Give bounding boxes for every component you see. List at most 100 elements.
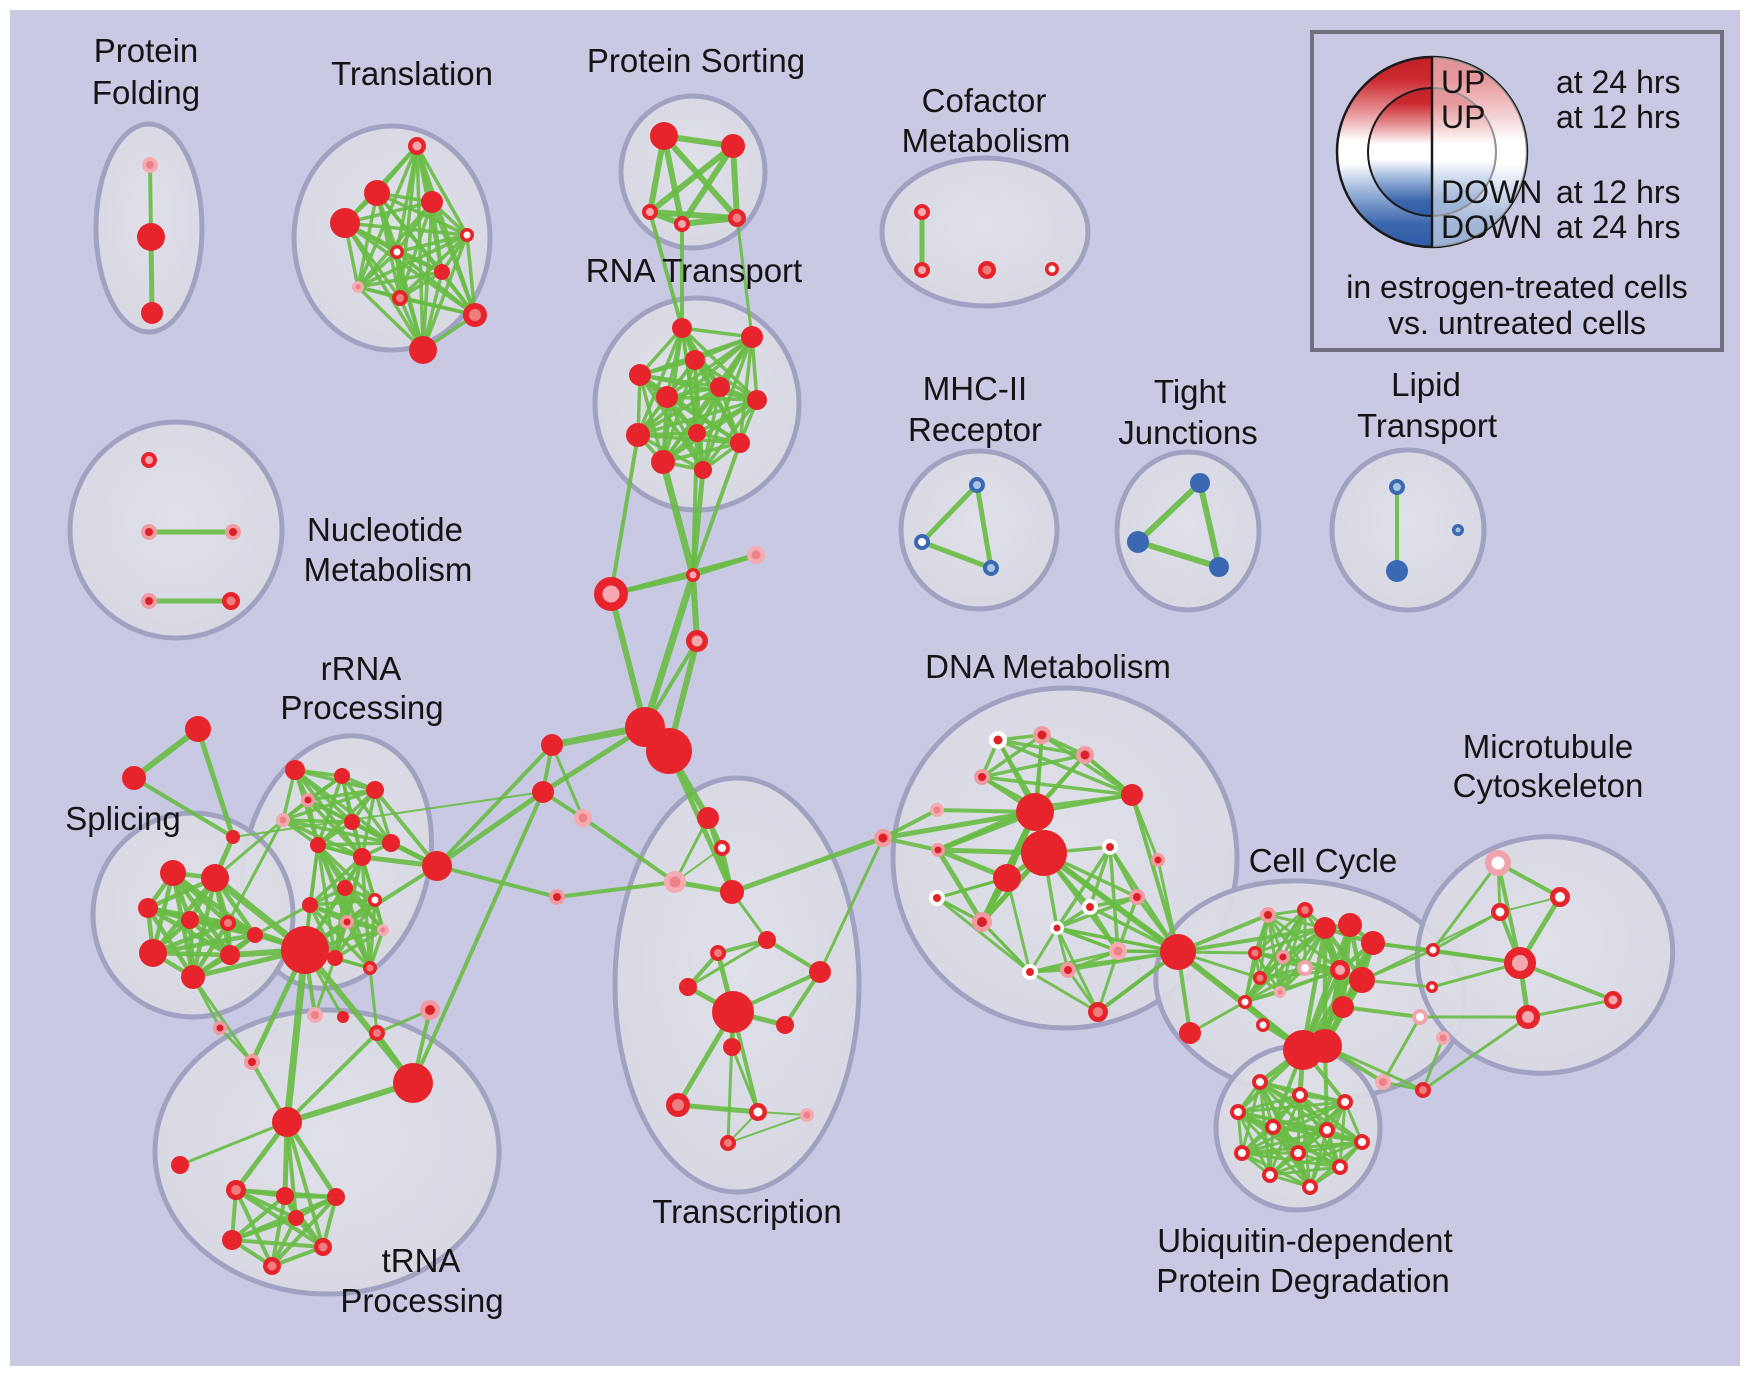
network-node-lt1[interactable]	[1386, 560, 1408, 582]
network-node-sp8[interactable]	[247, 927, 263, 943]
network-node-mt8[interactable]	[1604, 991, 1622, 1009]
network-node-tc11[interactable]	[723, 1038, 741, 1056]
network-node-ub1[interactable]	[1292, 1087, 1308, 1103]
network-node-sp3[interactable]	[181, 911, 199, 929]
network-node-tc10[interactable]	[776, 1016, 794, 1034]
network-node-rr6[interactable]	[310, 837, 326, 853]
network-node-dm20[interactable]	[1179, 1022, 1201, 1044]
network-node-sp2[interactable]	[138, 898, 158, 918]
network-node-dm15[interactable]	[1050, 921, 1064, 935]
network-node-lt0[interactable]	[1389, 479, 1405, 495]
network-node-rr13[interactable]	[340, 915, 354, 929]
network-node-ub10[interactable]	[1262, 1167, 1278, 1183]
network-node-rt11[interactable]	[694, 461, 712, 479]
network-node-cc21[interactable]	[1436, 1031, 1450, 1045]
network-node-cc3[interactable]	[1276, 950, 1290, 964]
network-node-ps0[interactable]	[650, 122, 678, 150]
network-node-cc8[interactable]	[1330, 960, 1350, 980]
network-node-dm19[interactable]	[1088, 1002, 1108, 1022]
network-node-cc14[interactable]	[1332, 996, 1354, 1018]
network-node-rr12[interactable]	[302, 897, 318, 913]
network-node-cb0[interactable]	[541, 734, 563, 756]
network-node-rt1[interactable]	[741, 326, 763, 348]
network-node-tn6[interactable]	[222, 1230, 242, 1250]
network-node-cc20[interactable]	[1412, 1009, 1428, 1025]
network-node-tc3[interactable]	[720, 880, 744, 904]
network-node-rt2[interactable]	[629, 364, 651, 386]
network-node-cc0[interactable]	[1260, 907, 1276, 923]
network-node-t10[interactable]	[409, 336, 437, 364]
network-node-bb0[interactable]	[686, 568, 700, 582]
network-node-rr0[interactable]	[285, 760, 305, 780]
network-node-ub7[interactable]	[1234, 1145, 1250, 1161]
network-node-nm3[interactable]	[141, 593, 157, 609]
network-node-dmh[interactable]	[1160, 934, 1196, 970]
network-node-ps2[interactable]	[642, 204, 658, 220]
network-node-tj2[interactable]	[1209, 557, 1229, 577]
network-node-tc5[interactable]	[758, 931, 776, 949]
network-node-ccH2[interactable]	[1308, 1029, 1342, 1063]
network-node-pf0[interactable]	[142, 157, 158, 173]
network-node-tr0[interactable]	[185, 716, 211, 742]
network-node-rr7[interactable]	[353, 848, 371, 866]
network-node-tc4[interactable]	[549, 889, 565, 905]
network-node-dm1[interactable]	[1033, 726, 1051, 744]
network-node-rr18[interactable]	[393, 1063, 433, 1103]
network-node-tc2[interactable]	[664, 871, 686, 893]
network-node-hub2[interactable]	[646, 728, 692, 774]
network-node-sp4[interactable]	[220, 915, 236, 931]
network-node-t8[interactable]	[434, 264, 450, 280]
network-node-tc0[interactable]	[697, 807, 719, 829]
network-node-dm11[interactable]	[929, 890, 945, 906]
network-node-ub4[interactable]	[1265, 1119, 1281, 1135]
network-node-rr9[interactable]	[281, 926, 329, 974]
network-node-cb2[interactable]	[574, 809, 592, 827]
network-node-ub6[interactable]	[1354, 1134, 1370, 1150]
network-node-sp0[interactable]	[160, 860, 186, 886]
network-node-nm2[interactable]	[225, 524, 241, 540]
network-node-tn0[interactable]	[171, 1156, 189, 1174]
network-node-cm2[interactable]	[978, 261, 996, 279]
network-node-cc2[interactable]	[1248, 946, 1262, 960]
network-node-mt1[interactable]	[1550, 887, 1570, 907]
network-node-ps3[interactable]	[674, 216, 690, 232]
network-node-dm16[interactable]	[1109, 942, 1127, 960]
network-node-tc8[interactable]	[809, 961, 831, 983]
network-node-tc7[interactable]	[679, 978, 697, 996]
network-node-dmA[interactable]	[1016, 793, 1054, 831]
network-node-dm17[interactable]	[1022, 964, 1038, 980]
network-node-rt4[interactable]	[656, 386, 678, 408]
network-node-tn11[interactable]	[337, 1011, 349, 1023]
network-node-tn13[interactable]	[420, 1000, 440, 1020]
network-node-cc5[interactable]	[1338, 913, 1362, 937]
network-node-dm8[interactable]	[1102, 839, 1118, 855]
network-node-rr14[interactable]	[377, 924, 389, 936]
network-node-dmb[interactable]	[874, 829, 892, 847]
network-node-rt7[interactable]	[626, 423, 650, 447]
network-node-rr3[interactable]	[301, 793, 315, 807]
network-node-t5[interactable]	[390, 245, 404, 259]
network-node-t9[interactable]	[463, 303, 487, 327]
network-node-tn5[interactable]	[327, 1188, 345, 1206]
network-node-tn4[interactable]	[276, 1187, 294, 1205]
network-node-mt0[interactable]	[1485, 850, 1511, 876]
network-node-rt3[interactable]	[685, 350, 705, 370]
network-node-cm3[interactable]	[1045, 262, 1059, 276]
network-node-mt4[interactable]	[1504, 947, 1536, 979]
network-node-t1[interactable]	[364, 180, 390, 206]
network-node-mh0[interactable]	[969, 477, 985, 493]
network-node-nm1[interactable]	[141, 524, 157, 540]
network-node-cb1[interactable]	[532, 781, 554, 803]
network-node-mh1[interactable]	[914, 534, 930, 550]
network-node-cc9[interactable]	[1349, 967, 1375, 993]
network-node-rt9[interactable]	[730, 433, 750, 453]
network-node-pf1[interactable]	[137, 223, 165, 251]
network-node-cc11[interactable]	[1274, 986, 1286, 998]
network-node-pf2[interactable]	[141, 302, 163, 324]
network-node-rr17[interactable]	[422, 851, 452, 881]
network-node-ub5[interactable]	[1319, 1122, 1335, 1138]
network-node-tn3[interactable]	[226, 1180, 246, 1200]
network-node-rr2[interactable]	[366, 781, 384, 799]
network-node-t4[interactable]	[460, 228, 474, 242]
network-node-t0[interactable]	[408, 137, 426, 155]
